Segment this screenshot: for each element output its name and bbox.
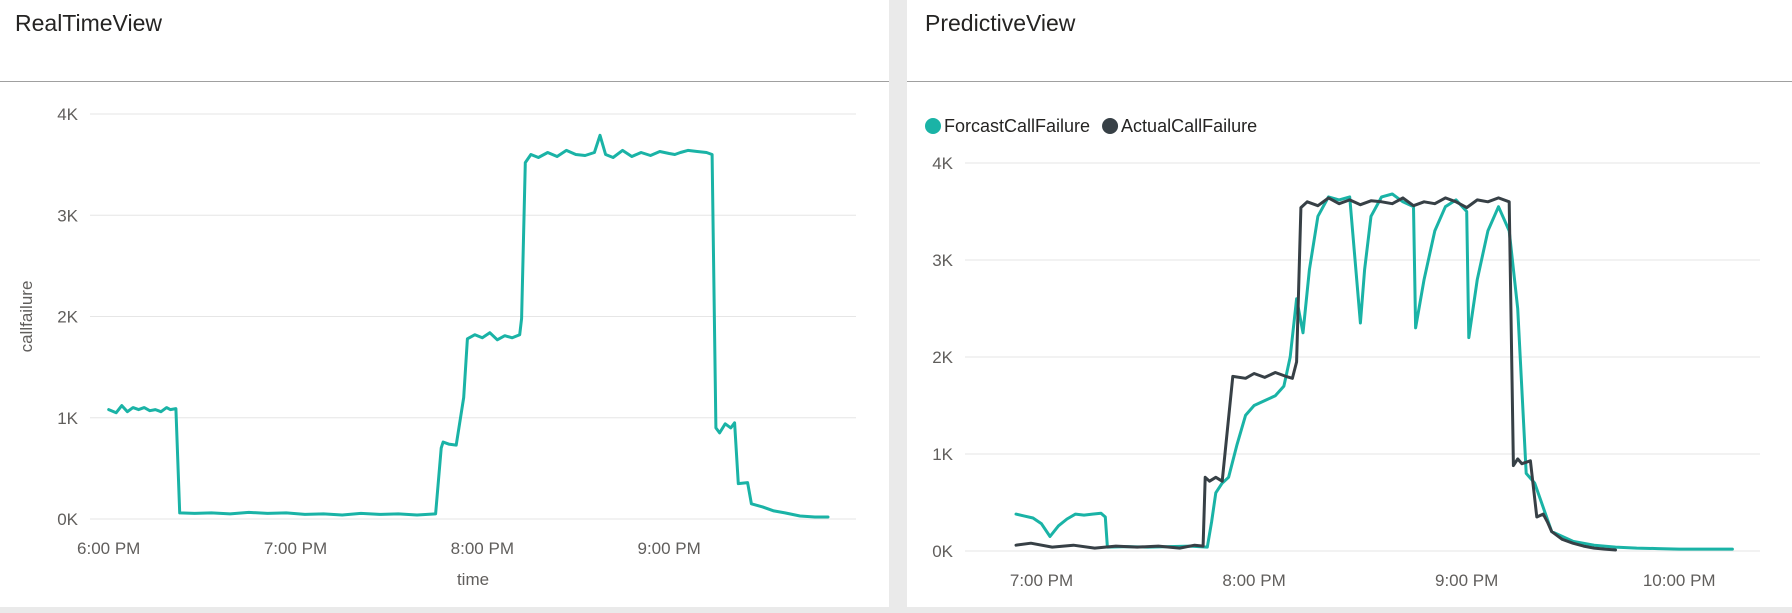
realtime-view-title: RealTimeView [15,10,162,36]
title-divider [907,81,1792,82]
legend-marker[interactable] [925,118,941,134]
x-tick-label: 6:00 PM [77,539,140,558]
y-tick-label: 2K [932,348,953,367]
series-line[interactable] [107,133,830,519]
y-axis-title: callfailure [17,281,36,353]
x-tick-label: 10:00 PM [1643,571,1716,590]
y-tick-label: 3K [57,206,78,225]
predictive-view-panel: PredictiveView 0K 1K 2K 3K 4K 7:00 PM 8:00 PM 9… [907,0,1792,607]
y-tick-label: 4K [932,154,953,173]
legend-marker[interactable] [1102,118,1119,134]
x-tick-label: 8:00 PM [1222,571,1285,590]
x-tick-label: 8:00 PM [451,539,514,558]
realtime-view-panel: RealTimeView 0K 1K 2K 3K 4K 6:00 PM 7:00 PM 8:0… [0,0,889,607]
realtime-line-chart[interactable]: 0K 1K 2K 3K 4K 6:00 PM 7:00 PM 8:00 PM 9:00 PM ti… [0,0,889,607]
predictive-line-chart[interactable]: 0K 1K 2K 3K 4K 7:00 PM 8:00 PM 9:00 PM 10:00 PM F… [907,0,1792,607]
x-tick-label: 9:00 PM [1435,571,1498,590]
y-tick-label: 0K [932,542,953,561]
x-tick-label: 7:00 PM [1010,571,1073,590]
predictive-view-title: PredictiveView [925,10,1076,36]
x-tick-label: 9:00 PM [638,539,701,558]
y-tick-label: 0K [57,510,78,529]
y-tick-label: 1K [57,409,78,428]
x-tick-label: 7:00 PM [264,539,327,558]
series-line-actualcallfailure[interactable] [1014,196,1617,552]
y-tick-label: 3K [932,251,953,270]
legend-label[interactable]: ActualCallFailure [1121,116,1257,136]
series-line-forcastcallfailure[interactable] [1014,192,1734,551]
x-axis-title: time [457,570,489,589]
title-divider [0,81,889,82]
y-tick-label: 4K [57,105,78,124]
legend-label[interactable]: ForcastCallFailure [944,116,1090,136]
y-tick-label: 2K [57,308,78,327]
y-tick-label: 1K [932,445,953,464]
